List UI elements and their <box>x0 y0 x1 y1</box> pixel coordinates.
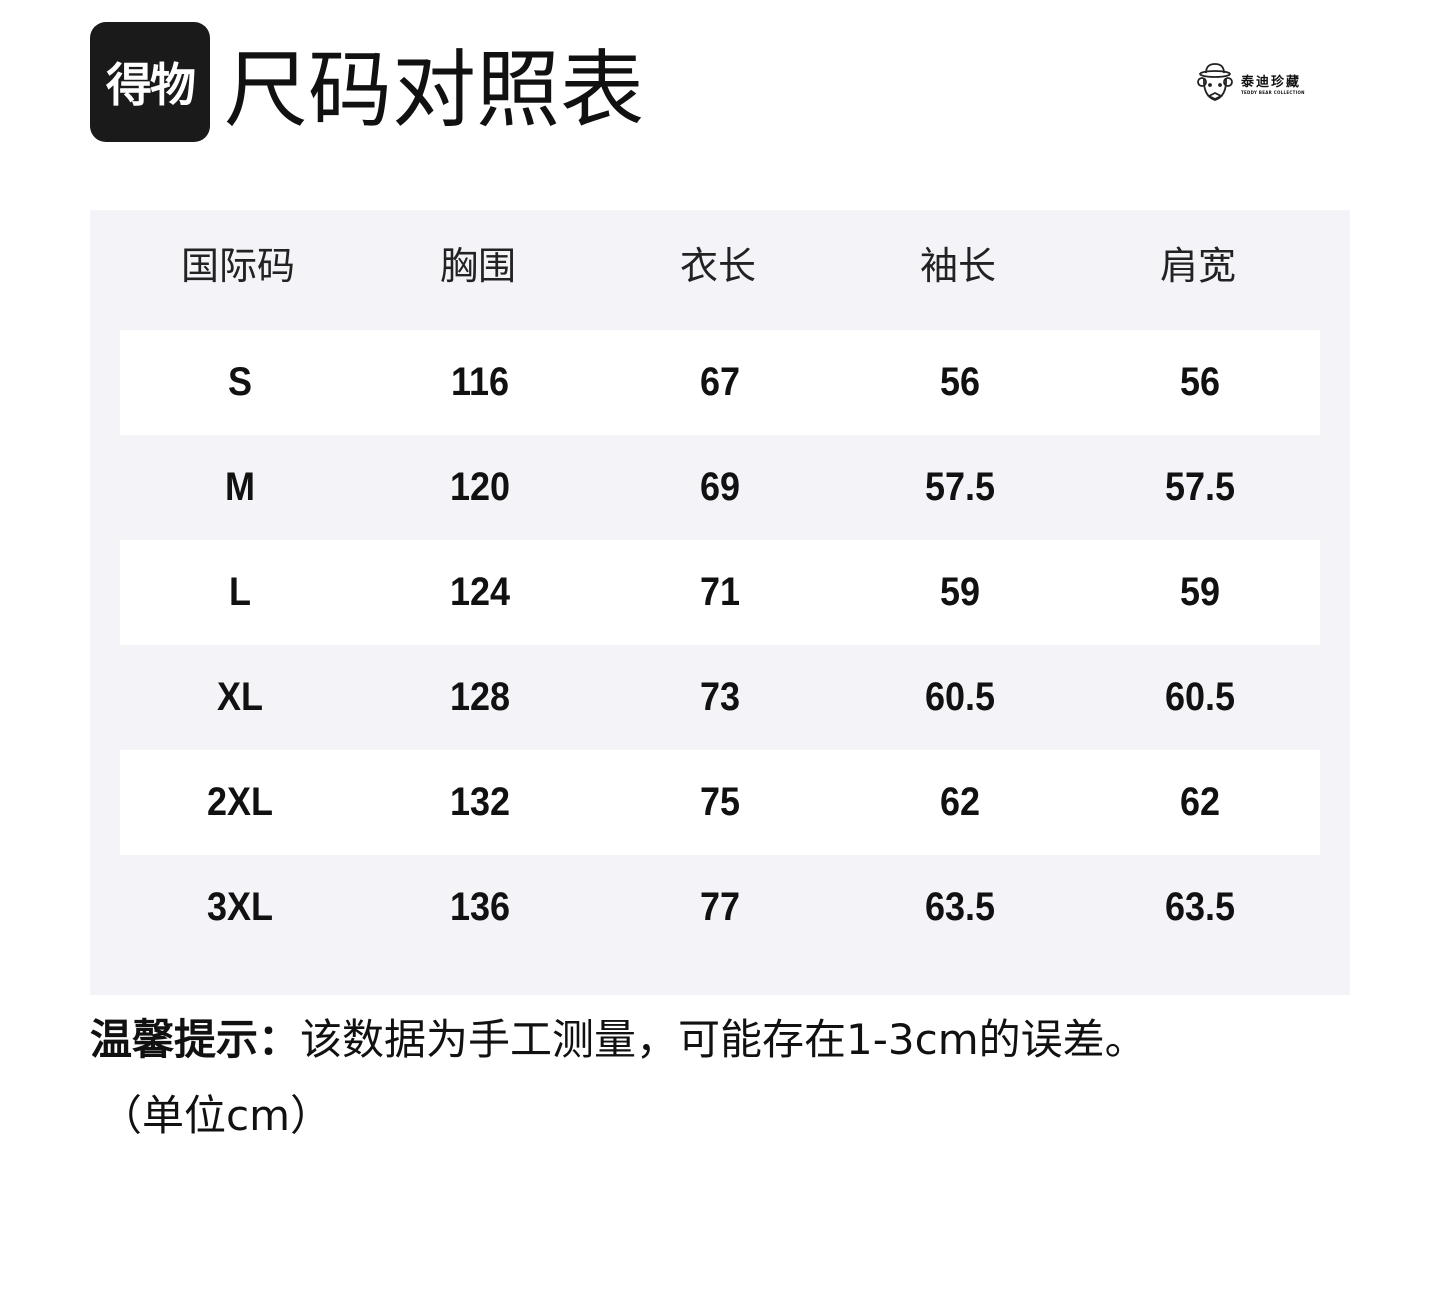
tip-note: 温馨提示：该数据为手工测量，可能存在1-3cm的误差。 <box>90 1012 1147 1068</box>
table-cell: 69 <box>699 465 741 509</box>
table-cell: 63.5 <box>924 885 996 929</box>
table-cell: 3XL <box>206 885 274 929</box>
dewu-logo: 得物 <box>90 22 210 142</box>
table-cell: S <box>227 360 253 404</box>
brand-logo: 泰迪珍藏 TEDDY BEAR COLLECTION <box>1195 62 1305 104</box>
table-cell: 73 <box>699 675 741 719</box>
table-cell: L <box>229 570 251 614</box>
table-cell: 56 <box>939 360 981 404</box>
table-cell: 63.5 <box>1164 885 1236 929</box>
column-header: 衣长 <box>679 244 756 288</box>
table-cell: 136 <box>449 885 511 929</box>
table-row: 3XL 136 77 63.5 63.5 <box>120 855 1320 960</box>
tip-text: 该数据为手工测量，可能存在1-3cm的误差。 <box>300 1015 1147 1064</box>
unit-note: （单位cm） <box>100 1091 333 1140</box>
table-cell: 59 <box>939 570 981 614</box>
brand-name-cn: 泰迪珍藏 <box>1241 75 1302 90</box>
table-cell: 62 <box>939 780 981 824</box>
table-cell: 128 <box>449 675 511 719</box>
column-header: 肩宽 <box>1159 244 1236 288</box>
table-cell: M <box>224 465 255 509</box>
table-cell: 2XL <box>206 780 274 824</box>
table-cell: 59 <box>1179 570 1221 614</box>
table-cell: 77 <box>699 885 741 929</box>
table-cell: 67 <box>699 360 741 404</box>
table-cell: 56 <box>1179 360 1221 404</box>
table-cell: 71 <box>699 570 741 614</box>
column-header: 国际码 <box>180 244 295 288</box>
size-table: 国际码 胸围 衣长 袖长 肩宽 S 116 67 56 56 M 120 69 57.5 57.5… <box>90 210 1350 995</box>
table-cell: 57.5 <box>924 465 996 509</box>
table-cell: 60.5 <box>924 675 996 719</box>
table-cell: 62 <box>1179 780 1221 824</box>
table-cell: 116 <box>450 360 510 404</box>
tip-label: 温馨提示： <box>90 1015 301 1064</box>
table-cell: 124 <box>449 570 511 614</box>
table-row: L 124 71 59 59 <box>120 540 1320 645</box>
table-row: 2XL 132 75 62 62 <box>120 750 1320 855</box>
teddy-bear-icon <box>1197 63 1233 101</box>
brand-name-en: TEDDY BEAR COLLECTION <box>1241 90 1305 95</box>
table-cell: 57.5 <box>1164 465 1236 509</box>
table-cell: 132 <box>449 780 511 824</box>
table-cell: XL <box>216 675 264 719</box>
table-row: XL 128 73 60.5 60.5 <box>120 645 1320 750</box>
table-cell: 75 <box>699 780 741 824</box>
page-title: 尺码对照表 <box>224 41 645 139</box>
column-header: 胸围 <box>439 244 516 288</box>
table-row: S 116 67 56 56 <box>120 330 1320 435</box>
table-cell: 120 <box>449 465 511 509</box>
table-row: M 120 69 57.5 57.5 <box>120 435 1320 540</box>
table-cell: 60.5 <box>1164 675 1236 719</box>
table-header: 国际码 胸围 衣长 袖长 肩宽 <box>118 240 1318 292</box>
column-header: 袖长 <box>919 244 996 288</box>
